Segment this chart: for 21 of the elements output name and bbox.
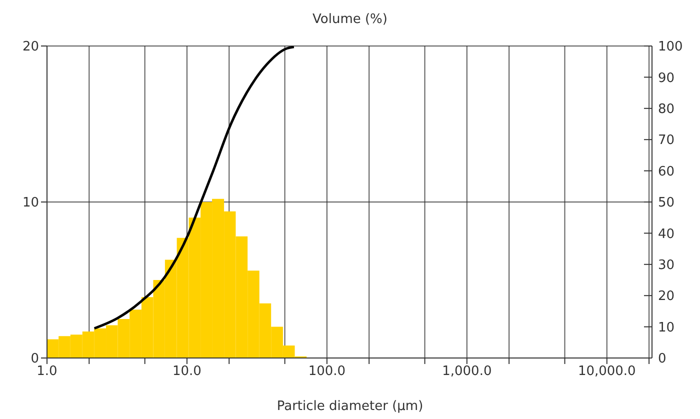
x-axis-title: Particle diameter (µm): [276, 399, 424, 414]
y2-tick-label: 30: [658, 258, 675, 274]
y2-tick-label: 70: [658, 133, 675, 148]
x-tick-label: 1,000.0: [442, 364, 492, 380]
y2-tick-label: 80: [658, 102, 675, 118]
x-tick-label: 10.0: [172, 364, 202, 380]
y2-tick-label: 50: [658, 196, 675, 211]
y2-tick-label: 90: [658, 70, 675, 86]
y-tick-label: 10: [22, 196, 39, 211]
x-tick-label: 1.0: [36, 364, 58, 380]
y-tick-label: 0: [30, 352, 39, 367]
y2-tick-label: 10: [658, 320, 675, 336]
y2-tick-label: 60: [658, 164, 675, 180]
x-tick-label: 100.0: [308, 364, 346, 380]
y2-tick-label: 20: [658, 289, 675, 304]
y2-tick-label: 100: [658, 40, 683, 55]
chart-title: Volume (%): [312, 12, 388, 27]
y2-tick-label: 0: [658, 352, 666, 367]
x-tick-label: 10,000.0: [578, 364, 636, 380]
y2-tick-label: 40: [658, 226, 675, 242]
y-tick-label: 20: [22, 40, 39, 55]
